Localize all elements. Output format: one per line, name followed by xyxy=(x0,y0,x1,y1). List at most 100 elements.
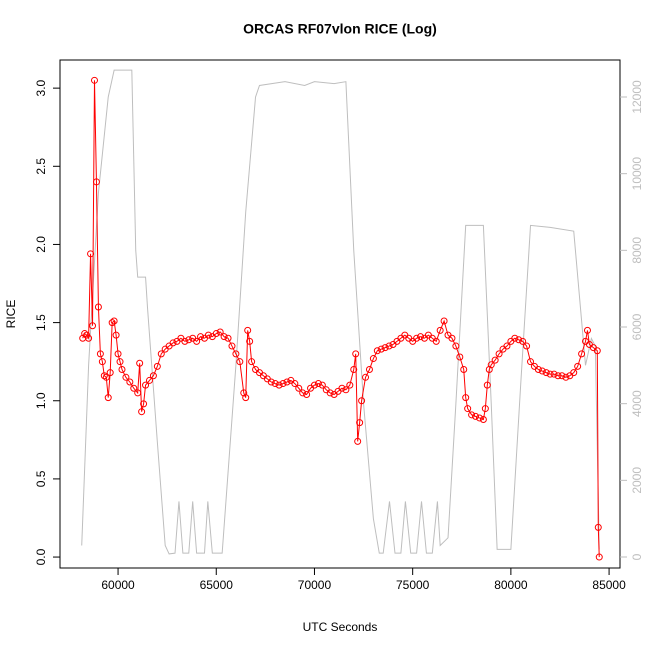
data-point xyxy=(377,345,385,353)
data-point xyxy=(464,405,472,413)
data-point xyxy=(462,394,470,402)
data-point xyxy=(197,333,205,341)
data-point xyxy=(110,317,118,325)
plot-frame xyxy=(59,59,621,569)
data-point xyxy=(483,381,491,389)
data-point xyxy=(89,322,97,330)
data-point xyxy=(365,365,373,373)
data-point xyxy=(94,303,102,311)
data-point xyxy=(122,373,130,381)
data-point xyxy=(542,369,550,377)
data-point xyxy=(350,365,358,373)
data-point xyxy=(271,380,279,388)
data-point xyxy=(554,372,562,380)
data-point xyxy=(479,416,487,424)
data-point xyxy=(562,373,570,381)
data-point xyxy=(452,342,460,350)
data-point xyxy=(118,365,126,373)
y2-tick-label: 0 xyxy=(630,553,644,560)
data-point xyxy=(216,328,224,336)
data-point xyxy=(448,334,456,342)
data-point xyxy=(114,350,122,358)
data-point xyxy=(460,365,468,373)
data-point xyxy=(153,362,161,370)
data-point xyxy=(224,334,232,342)
data-point xyxy=(436,326,444,334)
x-axis-label: UTC Seconds xyxy=(303,620,378,634)
y-axis-label: RICE xyxy=(4,300,18,329)
data-point xyxy=(338,384,346,392)
data-point xyxy=(81,330,89,338)
data-point xyxy=(140,400,148,408)
y-tick-label: 0.5 xyxy=(34,470,48,487)
data-point xyxy=(185,336,193,344)
data-point xyxy=(248,358,256,366)
data-point xyxy=(193,337,201,345)
data-point xyxy=(100,372,108,380)
y2-tick-label: 8000 xyxy=(630,237,644,264)
data-point xyxy=(369,355,377,363)
data-point xyxy=(232,350,240,358)
data-point xyxy=(511,334,519,342)
data-point xyxy=(98,358,106,366)
chart-title: ORCAS RF07vlon RICE (Log) xyxy=(243,21,437,37)
data-point xyxy=(417,333,425,341)
data-point xyxy=(212,330,220,338)
x-tick-label: 85000 xyxy=(592,578,626,592)
data-point xyxy=(594,523,602,531)
data-point xyxy=(468,411,476,419)
data-point xyxy=(358,397,366,405)
data-point xyxy=(108,319,116,327)
data-point xyxy=(318,381,326,389)
data-point xyxy=(485,365,493,373)
y-tick-label: 2.5 xyxy=(34,158,48,175)
data-point xyxy=(475,414,483,422)
data-point xyxy=(362,373,370,381)
data-point xyxy=(291,380,299,388)
data-point xyxy=(149,372,157,380)
y-tick-label: 2.0 xyxy=(34,236,48,253)
data-point xyxy=(583,326,591,334)
y-tick-label: 3.0 xyxy=(34,79,48,96)
x-tick-label: 75000 xyxy=(396,578,430,592)
data-point xyxy=(90,76,98,84)
data-point xyxy=(299,389,307,397)
x-tick-label: 80000 xyxy=(494,578,528,592)
data-point xyxy=(593,347,601,355)
data-point xyxy=(570,369,578,377)
data-point xyxy=(112,331,120,339)
y2-tick-label: 2000 xyxy=(630,467,644,494)
data-point xyxy=(242,394,250,402)
data-point xyxy=(228,342,236,350)
data-point xyxy=(515,336,523,344)
data-point xyxy=(523,342,531,350)
data-point xyxy=(519,337,527,345)
data-point xyxy=(283,378,291,386)
data-point xyxy=(85,334,93,342)
data-point xyxy=(491,356,499,364)
data-point xyxy=(381,344,389,352)
data-point xyxy=(303,390,311,398)
data-point xyxy=(310,381,318,389)
data-point xyxy=(503,342,511,350)
data-point xyxy=(356,419,364,427)
data-point xyxy=(246,337,254,345)
y2-tick-label: 4000 xyxy=(630,390,644,417)
data-point xyxy=(267,378,275,386)
y2-tick-label: 12000 xyxy=(630,80,644,114)
data-point xyxy=(142,381,150,389)
data-point xyxy=(87,250,95,258)
y-tick-label: 0.0 xyxy=(34,548,48,565)
data-point xyxy=(495,350,503,358)
x-tick-label: 70000 xyxy=(298,578,332,592)
data-point xyxy=(279,380,287,388)
data-point xyxy=(102,373,110,381)
data-point xyxy=(534,365,542,373)
data-point xyxy=(432,337,440,345)
data-point xyxy=(440,317,448,325)
data-point xyxy=(354,437,362,445)
data-point xyxy=(413,334,421,342)
data-point xyxy=(595,553,603,561)
data-point xyxy=(326,389,334,397)
data-point xyxy=(169,339,177,347)
